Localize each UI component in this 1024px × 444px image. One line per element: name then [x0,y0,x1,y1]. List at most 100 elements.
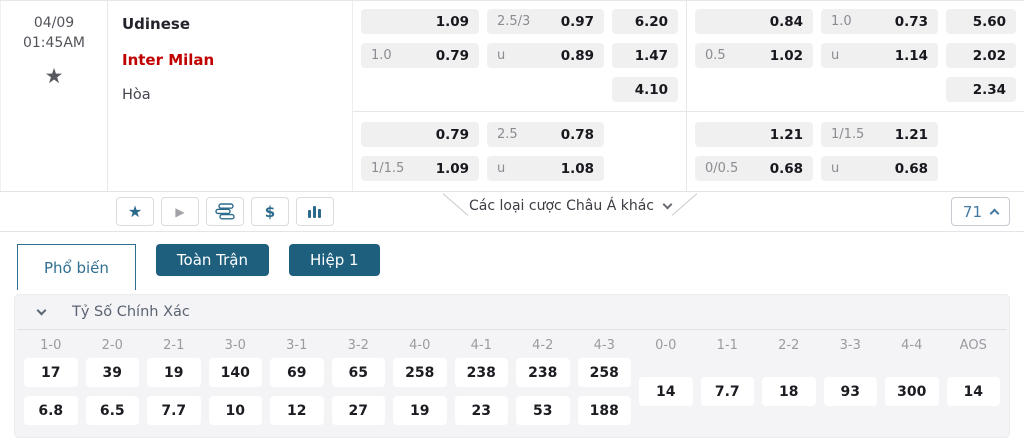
score-odds-cell[interactable]: 10 [208,396,262,425]
score-column: 4-0 258 19 [393,336,447,425]
match-row: 04/09 01:45AM ★ Udinese Inter Milan Hòa … [0,0,1024,192]
odds-cell-handicap-home[interactable]: 1.09 [361,9,479,34]
match-date: 04/09 [33,15,75,31]
toolbar-icon-group: ★ ▶ $ [116,197,334,226]
score-label: 2-2 [778,338,800,353]
handicap-label: u [497,48,506,63]
market-count-collapse-button[interactable]: 71 [950,197,1010,226]
odds-section-secondary: 1.21 1/1.5 1.21 0/0.5 0.68 u 0.68 [687,111,1024,190]
odds-section-main: 1.09 2.5/3 0.97 6.20 1.0 0.79 u 0.89 1.4… [353,1,686,111]
odds-cell-over[interactable]: 1/1.5 1.21 [821,122,938,147]
score-odds-cell[interactable]: 238 [454,358,508,387]
odds-cell-handicap-away[interactable]: 0.5 1.02 [695,43,813,68]
odds-cell-under[interactable]: u 0.68 [821,156,938,181]
divider [17,329,1007,330]
odds-cell-handicap-home[interactable]: 0.84 [695,9,813,34]
odds-cell-1x2-away[interactable]: 2.02 [946,43,1016,68]
score-odds-value: 6.8 [38,402,64,419]
tab-label: Hiệp 1 [310,251,359,269]
odds-cell-handicap-away[interactable]: 0/0.5 0.68 [695,156,813,181]
odds-cell-handicap-away[interactable]: 1.0 0.79 [361,43,479,68]
tab-full-match[interactable]: Toàn Trận [155,244,270,276]
score-odds-cell[interactable]: 19 [147,358,201,387]
odds-value: 0.84 [769,13,803,30]
odds-value: 2.34 [972,81,1006,98]
odds-cell-over[interactable]: 1.0 0.73 [821,9,938,34]
score-column: AOS 14 [946,336,1000,425]
score-odds-cell[interactable]: 18 [762,377,816,406]
score-odds-cell[interactable]: 17 [24,358,78,387]
score-odds-value: 188 [589,402,619,419]
score-odds-cell[interactable]: 140 [208,358,262,387]
score-odds-cell[interactable]: 65 [331,358,385,387]
cash-out-button[interactable]: $ [251,197,289,226]
other-asian-bets-dropdown[interactable]: Các loại cược Châu Á khác [447,192,693,219]
score-odds-value: 14 [656,383,676,400]
score-label: 1-1 [716,338,738,353]
score-column: 4-1 238 23 [454,336,508,425]
odds-cell-1x2-draw[interactable]: 4.10 [612,77,678,102]
odds-cell-1x2-home[interactable]: 5.60 [946,9,1016,34]
score-odds-cell[interactable]: 300 [885,377,939,406]
odds-cell-under[interactable]: u 1.14 [821,43,938,68]
score-label: 4-4 [901,338,923,353]
odds-cell-over[interactable]: 2.5 0.78 [487,122,604,147]
score-odds-cell[interactable]: 14 [946,377,1000,406]
score-odds-cell[interactable]: 69 [270,358,324,387]
score-odds-cell[interactable]: 258 [393,358,447,387]
chevron-up-icon [989,208,1000,219]
odds-value: 1.14 [894,47,928,64]
handicap-label: 1/1.5 [371,161,405,176]
odds-cell-1x2-away[interactable]: 1.47 [612,43,678,68]
tab-popular[interactable]: Phổ biến [17,244,136,290]
score-odds-value: 6.5 [99,402,125,419]
score-odds-cell[interactable]: 188 [577,396,631,425]
score-odds-cell[interactable]: 7.7 [700,377,754,406]
correct-score-header[interactable]: Tỷ Số Chính Xác [15,295,1009,329]
score-odds-cell[interactable]: 27 [331,396,385,425]
live-play-button[interactable]: ▶ [161,197,199,226]
odds-value: 1.02 [769,47,803,64]
odds-cell-under[interactable]: u 0.89 [487,43,604,68]
score-odds-cell[interactable]: 6.5 [85,396,139,425]
favorite-star-icon[interactable]: ★ [44,63,64,88]
score-odds-value: 18 [779,383,799,400]
odds-value: 1.09 [435,160,469,177]
score-odds-cell[interactable]: 6.8 [24,396,78,425]
odds-cell-under[interactable]: u 1.08 [487,156,604,181]
score-odds-value: 53 [533,402,553,419]
favorite-button[interactable]: ★ [116,197,154,226]
score-column: 1-1 7.7 [700,336,754,425]
correct-score-panel: Tỷ Số Chính Xác 1-0 17 6.8 2-0 39 6.5 2-… [14,294,1010,438]
score-column: 0-0 14 [639,336,693,425]
odds-cell-handicap-home[interactable]: 0.79 [361,122,479,147]
score-label: 0-0 [655,338,677,353]
score-odds-cell[interactable]: 23 [454,396,508,425]
score-odds-cell[interactable]: 19 [393,396,447,425]
score-column: 3-1 69 12 [270,336,324,425]
stats-button[interactable] [296,197,334,226]
match-time-column: 04/09 01:45AM ★ [0,1,108,191]
odds-cell-handicap-away[interactable]: 1/1.5 1.09 [361,156,479,181]
odds-section-secondary: 0.79 2.5 0.78 1/1.5 1.09 u 1.08 [353,111,686,190]
score-odds-value: 258 [405,364,435,381]
dropdown-label: Các loại cược Châu Á khác [469,197,654,214]
odds-cell-over[interactable]: 2.5/3 0.97 [487,9,604,34]
handicap-label: 2.5 [497,127,518,142]
odds-cell-1x2-draw[interactable]: 2.34 [946,77,1016,102]
odds-cell-handicap-home[interactable]: 1.21 [695,122,813,147]
score-odds-cell[interactable]: 12 [270,396,324,425]
score-odds-cell[interactable]: 14 [639,377,693,406]
score-odds-cell[interactable]: 238 [516,358,570,387]
tab-first-half[interactable]: Hiệp 1 [289,244,380,276]
parlay-button[interactable] [206,197,244,226]
score-odds-cell[interactable]: 7.7 [147,396,201,425]
odds-cell-1x2-home[interactable]: 6.20 [612,9,678,34]
parlay-stack-icon [215,203,235,220]
score-odds-cell[interactable]: 53 [516,396,570,425]
score-odds-cell[interactable]: 39 [85,358,139,387]
score-odds-cell[interactable]: 258 [577,358,631,387]
match-toolbar: ★ ▶ $ Các loại cược Châu Á khác 71 [0,192,1024,232]
odds-value: 1.09 [435,13,469,30]
score-odds-cell[interactable]: 93 [823,377,877,406]
